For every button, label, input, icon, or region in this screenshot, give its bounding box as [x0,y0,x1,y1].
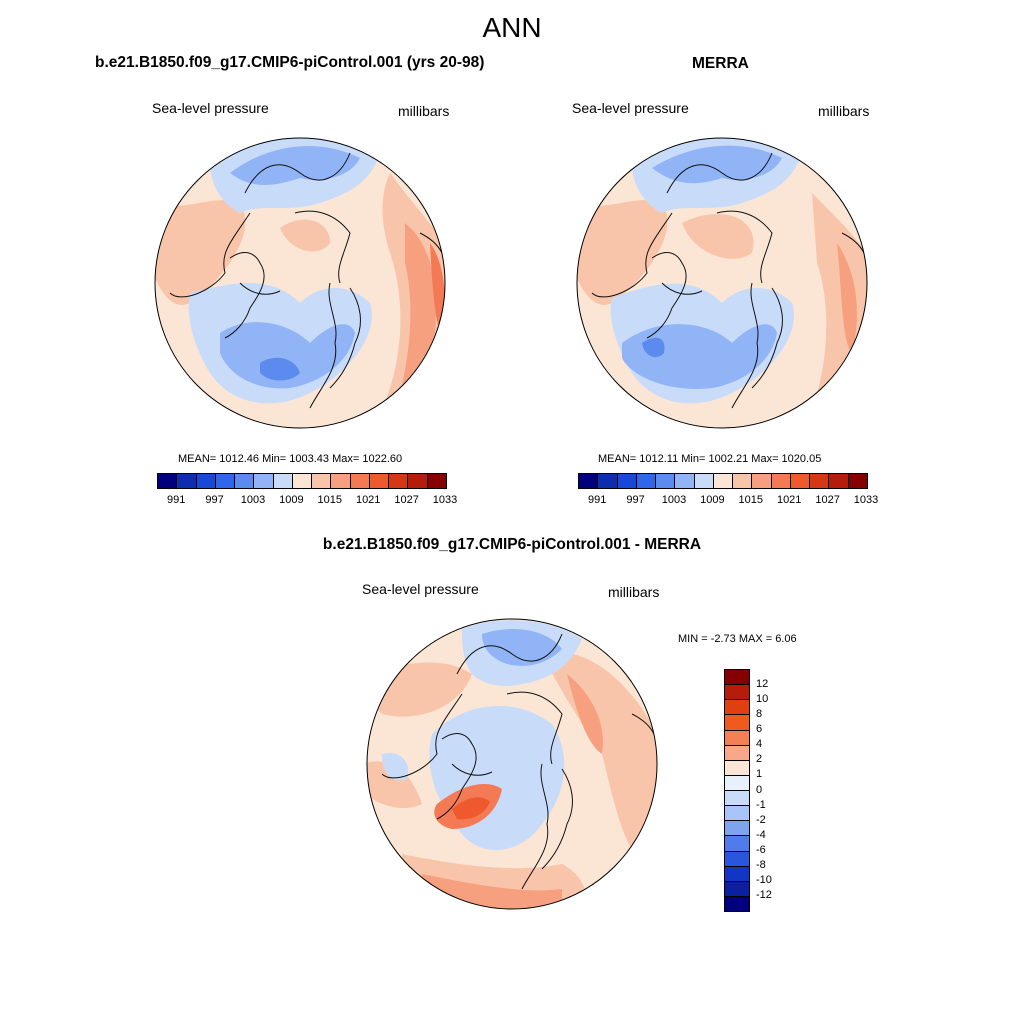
colorbar-swatch [636,474,657,488]
colorbar-swatch [725,700,749,716]
panel-1-units-label: millibars [398,103,450,119]
colorbar-tick-label: 1 [756,768,763,781]
panel-1-title: b.e21.B1850.f09_g17.CMIP6-piControl.001 … [95,54,485,71]
panel-2-stats: MEAN= 1012.11 Min= 1002.21 Max= 1020.05 [598,453,822,465]
colorbar-tick-label: -6 [756,843,766,856]
colorbar-tick-label: -12 [756,888,772,901]
colorbar-swatch [408,474,428,488]
colorbar-swatch [598,474,618,488]
colorbar-tick-label: 0 [756,783,763,796]
panel-1-polar-map [154,137,446,429]
colorbar-swatch [617,474,637,488]
colorbar-swatch [579,474,599,488]
panel-3-units-label: millibars [608,584,660,600]
colorbar-tick-label: 2 [756,753,763,766]
panel-3-colorbar-labels: 12 10 8 6 4 2 1 0 -1 -2 -4 -6 -8 -10 -12 [756,669,796,910]
colorbar-swatch [694,474,714,488]
colorbar-swatch [675,474,695,488]
colorbar-tick-label: 6 [756,723,763,736]
colorbar-swatch [331,474,351,488]
colorbar-swatch [725,775,749,791]
colorbar-tick-label: 12 [756,678,769,691]
colorbar-tick-label: 1003 [240,494,266,506]
colorbar-swatch [733,474,753,488]
panel-3-stats: MIN = -2.73 MAX = 6.06 [678,633,797,645]
colorbar-swatch [725,866,749,882]
colorbar-swatch [725,670,749,686]
colorbar-tick-label: 1033 [853,494,879,506]
colorbar-swatch [725,730,749,746]
colorbar-swatch [771,474,791,488]
panel-2-polar-map [576,137,868,429]
colorbar-swatch [158,474,178,488]
colorbar-swatch [389,474,409,488]
colorbar-tick-label: 1009 [279,494,304,506]
colorbar-swatch [790,474,811,488]
panel-3-colorbar [724,669,750,912]
colorbar-tick-label: 1003 [661,494,687,506]
colorbar-tick-label: 997 [205,494,224,506]
colorbar-tick-label: 991 [167,494,186,506]
colorbar-swatch [312,474,332,488]
colorbar-swatch [725,715,749,731]
panel-3-title: b.e21.B1850.f09_g17.CMIP6-piControl.001 … [322,536,702,553]
panel-3-polar-map [366,618,658,910]
colorbar-tick-label: 1015 [738,494,764,506]
colorbar-tick-label: -4 [756,828,766,841]
colorbar-swatch [427,474,446,488]
colorbar-tick-label: -2 [756,813,766,826]
panel-1-colorbar [157,473,447,489]
panel-2-variable-label: Sea-level pressure [572,100,689,116]
figure-title: ANN [482,12,542,43]
panel-2-colorbar [578,473,868,489]
colorbar-tick-label: -1 [756,798,766,811]
panel-1-variable-label: Sea-level pressure [152,100,269,116]
colorbar-swatch [196,474,216,488]
colorbar-swatch [725,745,749,761]
colorbar-tick-label: 991 [588,494,607,506]
colorbar-swatch [725,836,749,852]
colorbar-tick-label: 1027 [815,494,840,506]
colorbar-swatch [725,881,749,897]
panel-1-colorbar-labels: 991 997 1003 1009 1015 1021 1027 1033 [157,494,457,508]
colorbar-tick-label: 1027 [394,494,419,506]
panel-2-colorbar-labels: 991 997 1003 1009 1015 1021 1027 1033 [578,494,878,508]
colorbar-swatch [725,851,749,867]
colorbar-tick-label: 4 [756,738,763,751]
colorbar-tick-label: 1009 [700,494,725,506]
colorbar-swatch [254,474,274,488]
colorbar-tick-label: 1021 [355,494,381,506]
colorbar-tick-label: -8 [756,858,766,871]
colorbar-swatch [350,474,370,488]
colorbar-swatch [235,474,255,488]
colorbar-swatch [810,474,830,488]
colorbar-tick-label: 1015 [317,494,343,506]
panel-2-units-label: millibars [818,103,870,119]
colorbar-swatch [725,821,749,837]
colorbar-swatch [177,474,197,488]
panel-1-stats: MEAN= 1012.46 Min= 1003.43 Max= 1022.60 [178,453,403,465]
colorbar-swatch [725,760,749,776]
colorbar-tick-label: 1033 [432,494,458,506]
colorbar-tick-label: -10 [756,873,772,886]
colorbar-swatch [752,474,772,488]
colorbar-swatch [273,474,293,488]
panel-2-title: MERRA [692,55,749,72]
colorbar-swatch [848,474,867,488]
panel-3-variable-label: Sea-level pressure [362,581,479,597]
colorbar-tick-label: 1021 [776,494,802,506]
colorbar-tick-label: 997 [626,494,645,506]
colorbar-tick-label: 8 [756,708,763,721]
colorbar-tick-label: 10 [756,693,769,706]
colorbar-swatch [725,791,749,807]
colorbar-swatch [713,474,734,488]
colorbar-swatch [829,474,849,488]
colorbar-swatch [369,474,390,488]
colorbar-swatch [215,474,236,488]
colorbar-swatch [656,474,676,488]
colorbar-swatch [292,474,313,488]
colorbar-swatch [725,806,749,822]
colorbar-swatch [725,896,749,911]
colorbar-swatch [725,685,749,701]
